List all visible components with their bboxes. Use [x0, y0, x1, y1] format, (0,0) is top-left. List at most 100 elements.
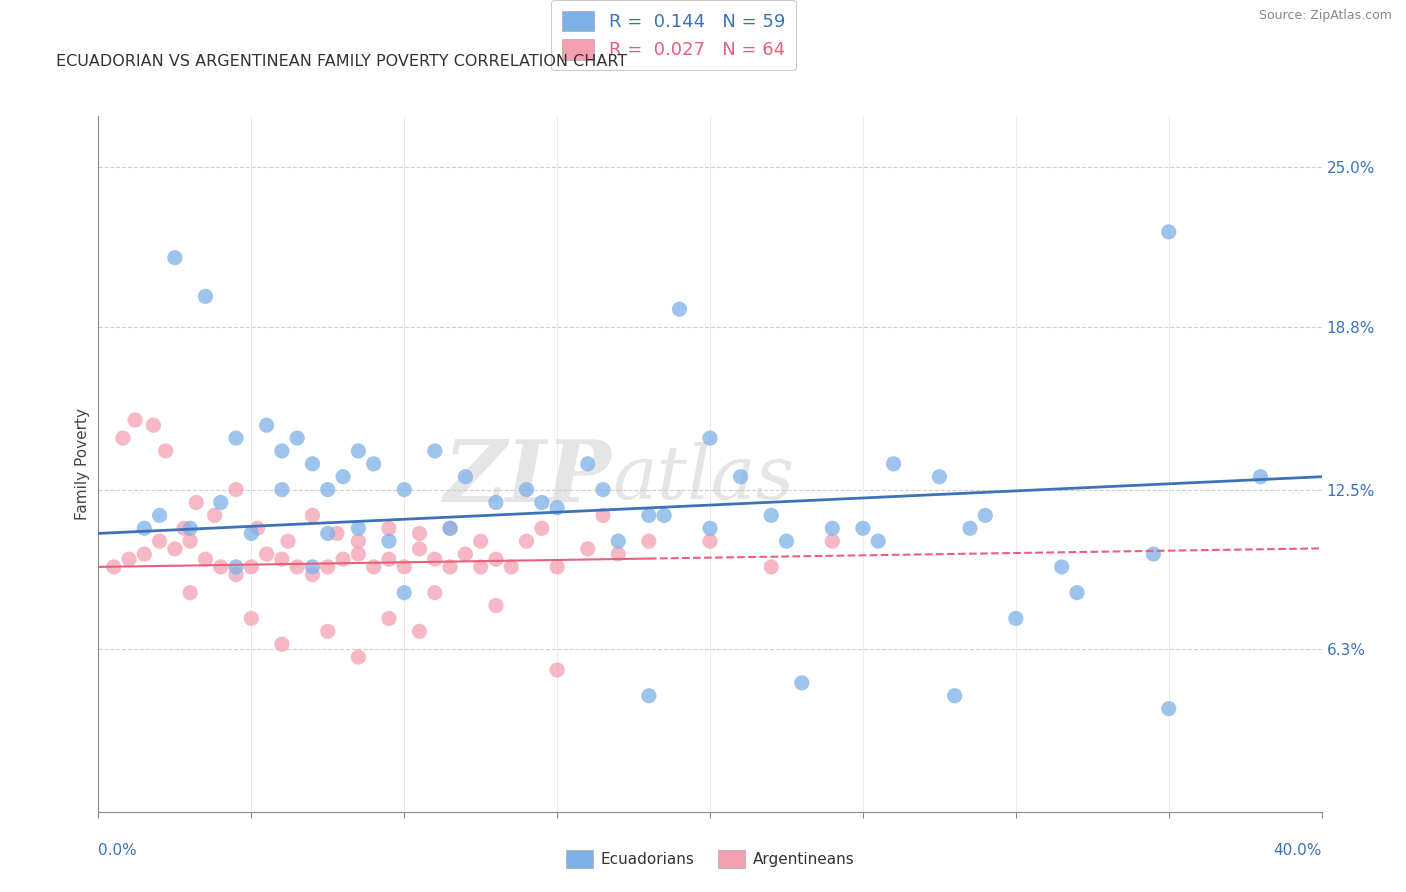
Point — [1004, 611, 1026, 625]
Point — [652, 508, 675, 523]
Point — [546, 500, 568, 515]
Point — [225, 483, 247, 497]
Point — [316, 624, 339, 639]
Point — [179, 585, 201, 599]
Point — [246, 521, 269, 535]
Point — [155, 444, 177, 458]
Point — [821, 521, 844, 535]
Point — [761, 508, 783, 523]
Point — [868, 534, 890, 549]
Point — [347, 534, 370, 549]
Point — [408, 541, 430, 556]
Point — [204, 508, 226, 523]
Point — [821, 534, 844, 549]
Point — [928, 469, 950, 483]
Point — [592, 483, 614, 497]
Point — [134, 547, 156, 561]
Point — [270, 552, 294, 566]
Point — [347, 444, 370, 458]
Point — [392, 560, 416, 574]
Point — [163, 541, 186, 556]
Point — [408, 624, 430, 639]
Point — [316, 483, 339, 497]
Point — [439, 521, 461, 535]
Point — [225, 560, 247, 574]
Point — [943, 689, 966, 703]
Text: ECUADORIAN VS ARGENTINEAN FAMILY POVERTY CORRELATION CHART: ECUADORIAN VS ARGENTINEAN FAMILY POVERTY… — [56, 54, 627, 69]
Point — [530, 521, 553, 535]
Point — [485, 495, 508, 509]
Point — [149, 508, 172, 523]
Point — [1157, 701, 1180, 715]
Point — [530, 495, 553, 509]
Point — [194, 552, 217, 566]
Point — [516, 483, 538, 497]
Point — [240, 611, 263, 625]
Point — [240, 526, 263, 541]
Point — [347, 650, 370, 665]
Point — [408, 526, 430, 541]
Y-axis label: Family Poverty: Family Poverty — [75, 408, 90, 520]
Point — [378, 611, 401, 625]
Point — [179, 521, 201, 535]
Point — [852, 521, 875, 535]
Point — [592, 508, 614, 523]
Point — [470, 534, 492, 549]
Point — [111, 431, 134, 445]
Point — [142, 418, 165, 433]
Point — [761, 560, 783, 574]
Point — [638, 508, 661, 523]
Point — [209, 495, 232, 509]
Point — [270, 637, 294, 651]
Point — [332, 469, 354, 483]
Text: Source: ZipAtlas.com: Source: ZipAtlas.com — [1258, 9, 1392, 22]
Point — [392, 483, 416, 497]
Point — [1250, 469, 1272, 483]
Point — [301, 567, 323, 582]
Point — [225, 431, 247, 445]
Point — [607, 547, 630, 561]
Point — [423, 585, 446, 599]
Point — [347, 521, 370, 535]
Point — [134, 521, 156, 535]
Point — [607, 534, 630, 549]
Point — [316, 526, 339, 541]
Point — [638, 689, 661, 703]
Point — [485, 599, 508, 613]
Point — [883, 457, 905, 471]
Point — [423, 444, 446, 458]
Point — [124, 413, 146, 427]
Point — [163, 251, 186, 265]
Point — [256, 418, 278, 433]
Point — [576, 457, 599, 471]
Point — [501, 560, 523, 574]
Point — [974, 508, 997, 523]
Point — [378, 521, 401, 535]
Point — [439, 560, 461, 574]
Point — [1142, 547, 1164, 561]
Point — [270, 444, 294, 458]
Legend: Ecuadorians, Argentineans: Ecuadorians, Argentineans — [560, 844, 860, 873]
Point — [454, 547, 477, 561]
Point — [240, 560, 263, 574]
Point — [270, 483, 294, 497]
Point — [576, 541, 599, 556]
Point — [301, 560, 323, 574]
Text: 40.0%: 40.0% — [1274, 843, 1322, 858]
Point — [1066, 585, 1088, 599]
Point — [301, 457, 323, 471]
Point — [225, 567, 247, 582]
Point — [730, 469, 752, 483]
Point — [103, 560, 125, 574]
Point — [332, 552, 354, 566]
Point — [668, 302, 690, 317]
Point — [378, 534, 401, 549]
Point — [1050, 560, 1073, 574]
Point — [516, 534, 538, 549]
Point — [423, 552, 446, 566]
Point — [347, 547, 370, 561]
Point — [256, 547, 278, 561]
Point — [179, 534, 201, 549]
Point — [485, 552, 508, 566]
Point — [699, 431, 721, 445]
